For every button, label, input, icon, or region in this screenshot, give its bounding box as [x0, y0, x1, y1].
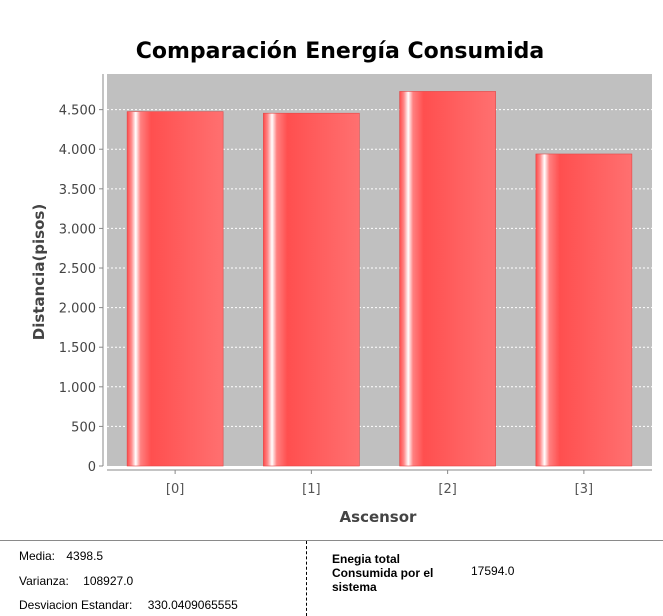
y-axis: 0 500 1.000 1.500 2.000 2.500 3.000 3.500 4.000 4…	[59, 74, 104, 475]
y-tick-label: 0	[88, 460, 96, 475]
y-tick-label: 4.000	[59, 143, 96, 158]
y-tick-label: 4.500	[59, 104, 96, 119]
desviacion-label: Desviacion Estandar:	[19, 598, 133, 612]
varianza-value: 108927.0	[83, 574, 134, 588]
bar	[263, 112, 360, 467]
stats-panel: Media: 4398.5 Varianza: 108927.0 Desviac…	[0, 540, 663, 616]
y-tick-label: 2.000	[59, 302, 96, 317]
x-axis-label: Ascensor	[340, 508, 418, 526]
gridlines	[107, 109, 652, 427]
chart-title: Comparación Energía Consumida	[136, 39, 544, 64]
y-tick-label: 3.500	[59, 183, 96, 198]
x-tick-label: [3]	[575, 482, 593, 497]
varianza-stat: Varianza: 108927.0	[19, 574, 133, 588]
bars	[126, 91, 633, 467]
x-axis: [0] [1] [2] [3]	[107, 469, 652, 497]
media-label: Media:	[19, 549, 56, 563]
total-energy-value: 17594.0	[471, 564, 515, 578]
bar	[399, 91, 496, 467]
y-tick-label: 2.500	[59, 262, 96, 277]
bar	[126, 111, 224, 467]
media-value: 4398.5	[66, 549, 104, 563]
y-tick-label: 3.000	[59, 222, 96, 237]
y-axis-label: Distancia(pisos)	[30, 204, 48, 340]
desviacion-value: 330.0409065555	[147, 598, 238, 612]
bar-chart: Comparación Energía Consumida 0 500 1.000 1…	[30, 39, 652, 526]
media-stat: Media: 4398.5	[19, 549, 103, 563]
desviacion-stat: Desviacion Estandar: 330.0409065555	[19, 598, 238, 612]
x-tick-label: [2]	[438, 482, 456, 497]
varianza-label: Varianza:	[19, 574, 69, 588]
bar	[535, 153, 633, 467]
x-tick-label: [0]	[166, 482, 184, 497]
y-tick-label: 1.000	[59, 381, 96, 396]
total-energy-label: Enegia total Consumida por el sistema	[332, 552, 434, 594]
y-tick-label: 500	[71, 420, 96, 435]
panel-divider	[306, 541, 307, 616]
y-tick-label: 1.500	[59, 341, 96, 356]
x-tick-label: [1]	[302, 482, 320, 497]
